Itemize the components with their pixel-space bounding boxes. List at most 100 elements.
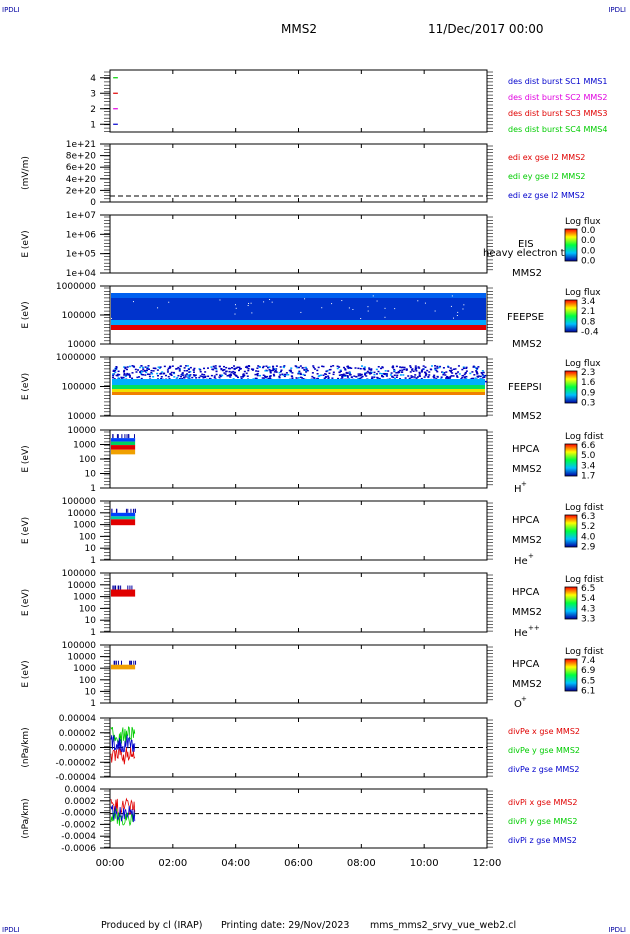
spectrogram-speck [360,365,363,367]
spectrogram-speck [141,366,144,369]
spectrogram-speck [274,369,277,372]
spectrogram-speck [448,369,451,372]
spectrogram-speck [373,373,376,376]
spectrogram-speck [215,370,218,373]
spectrogram-speck [204,371,207,373]
spectrogram-speck [312,365,315,367]
spectrogram-band [111,512,136,517]
spectrogram-speck [140,377,143,380]
spectrogram-speck [296,366,299,369]
spectrogram-speck [116,373,119,376]
spectrogram-speck [122,371,125,373]
spectrogram-speck [323,377,326,379]
spectrogram-speck [232,378,235,380]
spectrogram-speck [444,374,447,376]
spectrogram-speck [134,508,136,513]
spectrogram-speck [275,365,278,367]
spectrogram-speck [345,372,348,374]
spectrogram-speck [355,375,358,378]
colorbar-tick-label: 4.0 [581,532,596,542]
spectrogram-speck [417,300,419,302]
footer-printing-date: Printing date: 29/Nov/2023 [221,920,350,931]
spectrogram-speck [481,373,484,376]
spectrogram-speck [414,368,417,371]
spectrogram-band [111,519,136,526]
spectrogram-speck [271,301,273,303]
ytick-label: 100 [79,532,96,542]
spectrogram-speck [150,369,153,372]
spectrogram-speck [392,376,395,379]
spectrogram-speck [125,508,127,513]
spectrogram-speck [206,367,209,369]
spectrogram-speck [359,377,362,380]
ytick-label: 100 [79,676,96,686]
colorbar-tick-label: 6.3 [581,512,595,522]
spectrogram-speck [403,368,406,371]
series-label: edi ez gse l2 MMS2 [508,191,585,200]
spectrogram-speck [163,372,166,375]
spectrogram-speck [327,377,330,380]
spectrogram-speck [145,371,148,374]
spectrogram-speck [477,376,480,378]
series-line [110,746,136,765]
spectrogram-speck [341,375,344,377]
spectrogram-speck [436,365,439,368]
spectrogram-speck [236,376,239,379]
spectrogram-speck [338,371,341,374]
spectrogram-speck [298,366,301,369]
ytick-label: 10 [85,616,97,626]
spectrogram-speck [359,373,362,375]
spectrogram-speck [265,365,268,367]
spectrogram-speck [180,374,183,376]
spectrogram-speck [284,373,287,376]
spectrogram-speck [213,375,216,377]
instrument-label: EIS [518,239,534,250]
spectrogram-speck [116,508,118,513]
spectrogram-speck [471,371,474,373]
spectrogram-speck [122,376,125,379]
spectrogram-speck [271,369,274,372]
spectrogram-speck [186,365,189,367]
spectrogram-speck [136,369,139,371]
panel-frame [109,429,488,489]
spectrogram-speck [229,373,232,375]
spectrogram-speck [229,374,232,377]
spectrogram-speck [115,585,117,590]
spectrogram-speck [223,365,226,368]
ytick-label: 10 [85,687,97,697]
spectrogram-speck [150,371,153,374]
spectrogram-speck [436,370,439,373]
spectrogram-speck [411,376,414,378]
spectrogram-speck [236,366,239,369]
spectrogram-speck [410,375,413,377]
spectrogram-speck [465,367,468,370]
spectrogram-speck [311,375,314,378]
spectrogram-speck [199,370,202,373]
spectrogram-speck [123,372,126,375]
spectrogram-speck [484,374,487,377]
spectrogram-speck [256,374,259,377]
spectrogram-speck [424,302,426,304]
spectrogram-speck [377,365,380,368]
spectrogram-speck [330,365,333,368]
spectrogram-speck [321,365,324,368]
spectrogram-speck [373,371,376,374]
ytick-label: -0.0000 [61,809,96,819]
spectrogram-speck [472,377,475,380]
spectrogram-speck [220,368,223,371]
panel-frame [109,500,488,561]
colorbar [564,443,578,477]
spectrogram-speck [116,434,118,439]
colorbar-title: Log fdist [565,503,604,513]
spectrogram-speck [140,371,143,373]
spectrogram-speck [368,372,371,374]
spectrogram-speck [365,375,368,377]
spectrogram-speck [368,368,371,371]
series-line [110,805,136,823]
ytick-label: 6e+20 [66,163,97,173]
ytick-label: 1 [90,699,96,709]
colorbar-tick-label: 6.5 [581,584,595,594]
spectrogram-speck [125,374,128,376]
spectrogram-speck [133,434,135,439]
spectrogram-speck [343,375,346,377]
